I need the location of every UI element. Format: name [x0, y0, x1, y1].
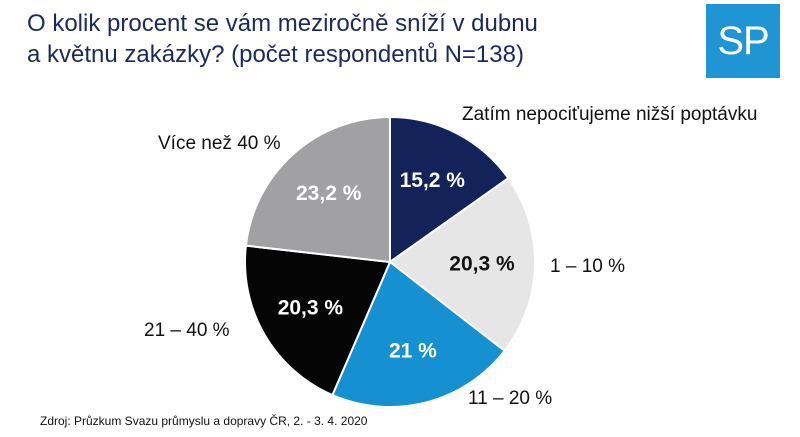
slice-value-label-2: 21 %: [389, 340, 437, 363]
pie-slice-4: [244, 115, 391, 264]
category-label-1-10: 1 – 10 %: [550, 256, 625, 277]
chart-title-line-2: a květnu zakázky? (počet respondentů N=1…: [27, 41, 524, 68]
slice-value-label-4: 23,2 %: [296, 182, 362, 205]
pie-slice-2: [331, 260, 506, 408]
slice-value-label-3: 20,3 %: [278, 297, 344, 320]
slice-value-label-1: 20,3 %: [449, 253, 515, 276]
slice-value-label-0: 15,2 %: [400, 169, 466, 192]
sp-logo-text: SP: [717, 19, 769, 63]
sp-logo: SP: [706, 4, 780, 78]
category-label-over-40: Více než 40 %: [158, 133, 281, 154]
pie-slice-1: [388, 176, 536, 353]
chart-title: O kolik procent se vám meziročně sníží v…: [27, 8, 538, 70]
category-label-11-20: 11 – 20 %: [468, 388, 553, 409]
source-note: Zdroj: Průzkum Svazu průmyslu a dopravy …: [40, 414, 368, 428]
chart-title-line-1: O kolik procent se vám meziročně sníží v…: [27, 10, 538, 37]
pie-slice-0: [389, 115, 510, 264]
category-label-21-40: 21 – 40 %: [144, 320, 230, 341]
category-label-none: Zatím nepociťujeme nižší poptávku: [462, 104, 758, 125]
pie-slice-3: [244, 244, 392, 397]
